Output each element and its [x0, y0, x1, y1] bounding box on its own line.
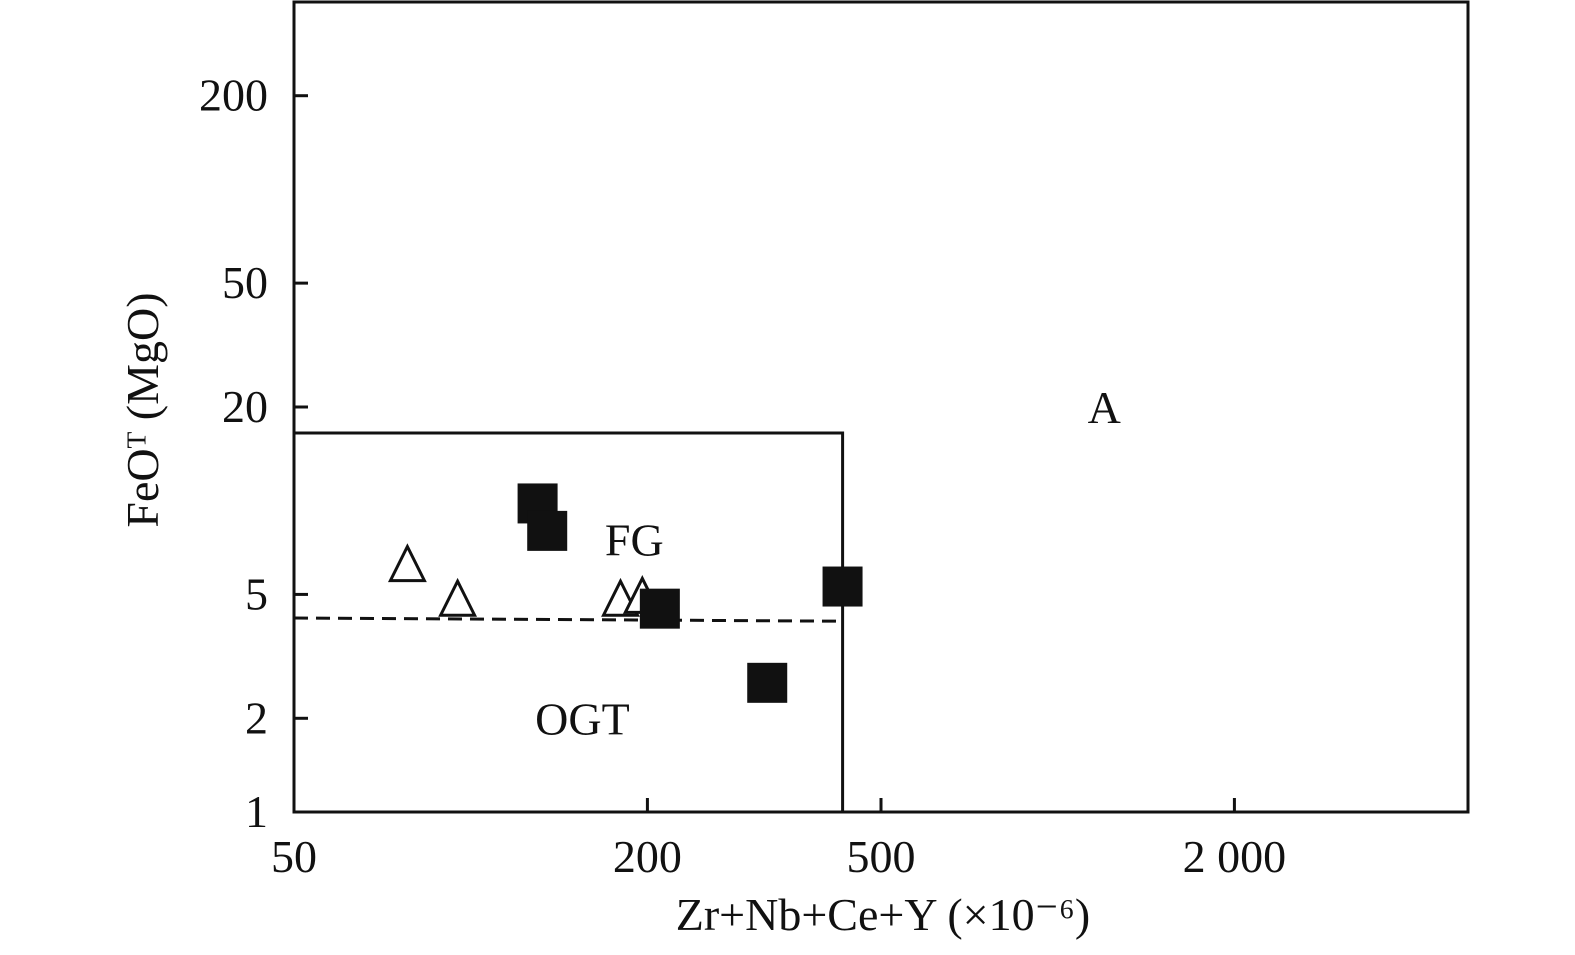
- y-tick-label: 5: [245, 568, 268, 619]
- boundary-fg-ogt-divider: [293, 616, 843, 623]
- y-tick-label: 20: [222, 381, 268, 432]
- x-tick-label: 2 000: [1183, 831, 1287, 882]
- x-tick-label: 500: [847, 831, 916, 882]
- data-point-square: [639, 588, 680, 629]
- y-tick-label: 1: [245, 786, 268, 837]
- region-label-a: A: [1088, 382, 1121, 433]
- data-points: [387, 483, 863, 703]
- data-point-triangle: [387, 543, 427, 583]
- data-point-square: [747, 662, 788, 703]
- region-label-fg: FG: [605, 515, 664, 566]
- x-tick-label: 50: [271, 831, 317, 882]
- data-point-square: [822, 566, 863, 607]
- x-axis-label: Zr+Nb+Ce+Y (×10⁻⁶): [676, 889, 1090, 940]
- region-labels: A FG OGT: [535, 382, 1121, 744]
- y-axis-label: FeOᵀ (MgO): [117, 292, 168, 527]
- x-tick-label: 200: [613, 831, 682, 882]
- axis-ticks: [292, 94, 1236, 814]
- region-boundaries: [293, 431, 845, 812]
- plot-frame: [292, 0, 1470, 814]
- region-label-ogt: OGT: [535, 693, 630, 744]
- y-tick-label: 50: [222, 257, 268, 308]
- data-point-square: [527, 510, 568, 551]
- data-point-triangle: [438, 577, 478, 617]
- tick-labels: 50 200 500 2 000 1 2 5 20 50 200: [199, 70, 1286, 882]
- y-tick-label: 2: [245, 692, 268, 743]
- y-tick-label: 200: [199, 70, 268, 121]
- boundary-fg-ogt-box: [294, 431, 845, 812]
